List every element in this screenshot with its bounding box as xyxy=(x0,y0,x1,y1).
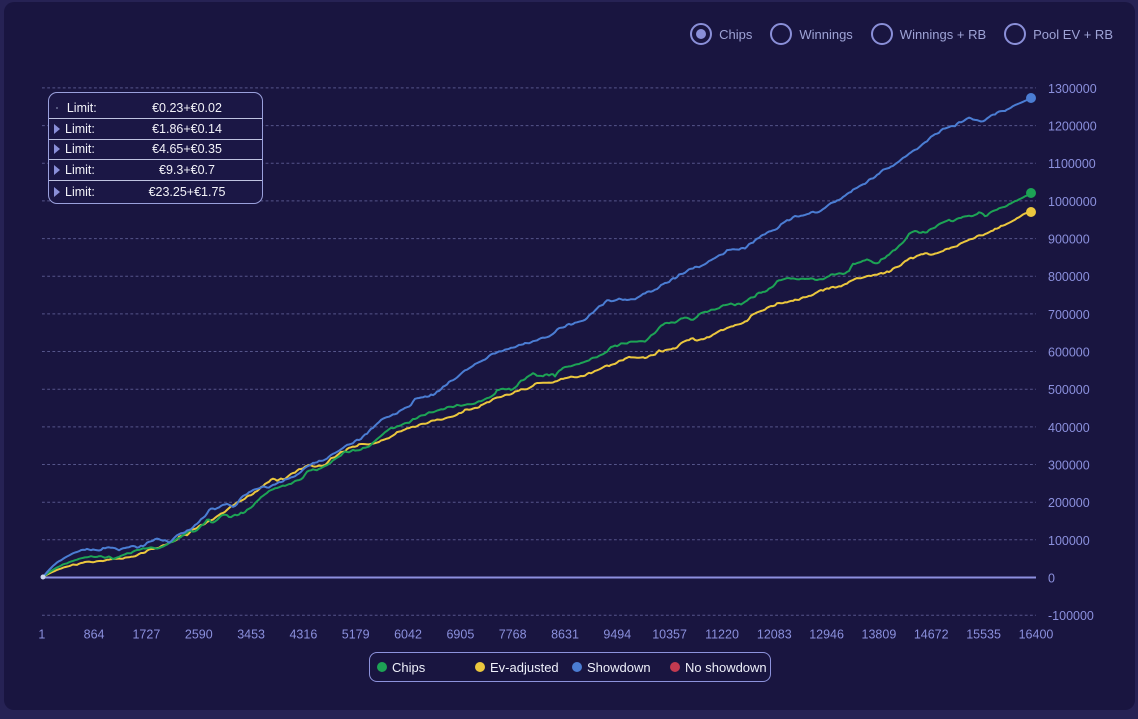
svg-text:1000000: 1000000 xyxy=(1048,195,1097,209)
svg-text:6905: 6905 xyxy=(446,628,474,642)
svg-text:1727: 1727 xyxy=(132,628,160,642)
svg-text:1: 1 xyxy=(38,628,45,642)
svg-text:800000: 800000 xyxy=(1048,270,1090,284)
svg-text:500000: 500000 xyxy=(1048,383,1090,397)
svg-text:12946: 12946 xyxy=(809,628,844,642)
svg-text:2590: 2590 xyxy=(185,628,213,642)
svg-text:1200000: 1200000 xyxy=(1048,120,1097,134)
svg-text:11220: 11220 xyxy=(705,628,739,642)
svg-text:864: 864 xyxy=(84,628,105,642)
svg-text:-100000: -100000 xyxy=(1048,609,1094,623)
svg-text:13809: 13809 xyxy=(862,628,897,642)
svg-text:0: 0 xyxy=(1048,572,1055,586)
svg-text:600000: 600000 xyxy=(1048,346,1090,360)
svg-text:10357: 10357 xyxy=(652,628,687,642)
svg-text:8631: 8631 xyxy=(551,628,579,642)
svg-text:9494: 9494 xyxy=(603,628,631,642)
svg-text:5179: 5179 xyxy=(342,628,370,642)
svg-text:1100000: 1100000 xyxy=(1048,157,1096,171)
svg-text:3453: 3453 xyxy=(237,628,265,642)
svg-text:400000: 400000 xyxy=(1048,421,1090,435)
svg-text:700000: 700000 xyxy=(1048,308,1090,322)
svg-text:7768: 7768 xyxy=(499,628,527,642)
svg-text:4316: 4316 xyxy=(289,628,317,642)
svg-text:1300000: 1300000 xyxy=(1048,82,1097,96)
svg-text:16400: 16400 xyxy=(1019,628,1054,642)
svg-text:900000: 900000 xyxy=(1048,233,1090,247)
svg-text:14672: 14672 xyxy=(914,628,949,642)
svg-text:200000: 200000 xyxy=(1048,496,1090,510)
svg-text:300000: 300000 xyxy=(1048,459,1090,473)
svg-text:15535: 15535 xyxy=(966,628,1001,642)
svg-text:6042: 6042 xyxy=(394,628,422,642)
svg-text:100000: 100000 xyxy=(1048,534,1090,548)
svg-text:12083: 12083 xyxy=(757,628,792,642)
